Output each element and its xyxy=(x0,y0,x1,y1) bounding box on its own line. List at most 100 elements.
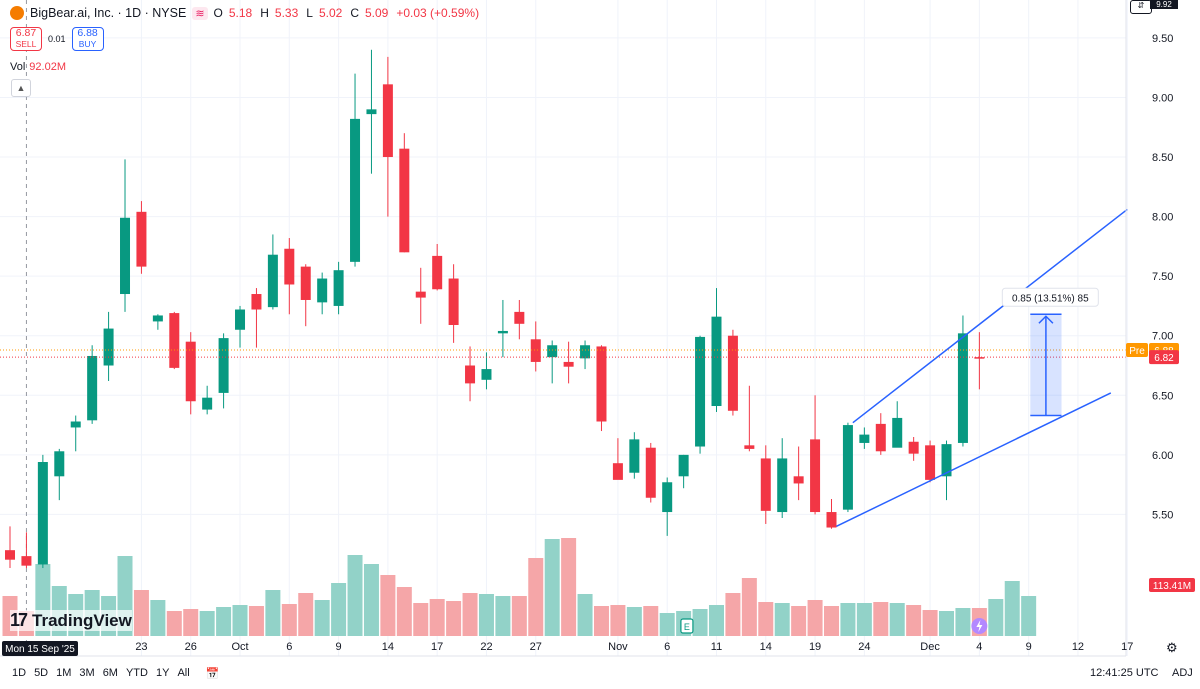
candle-body xyxy=(235,309,246,330)
timeframe-1d[interactable]: 1D xyxy=(12,667,27,679)
time-tick-label: 12 xyxy=(1072,641,1084,653)
volume-bar xyxy=(626,607,642,636)
volume-bar xyxy=(413,603,429,636)
volume-readout-badge: 113.41M xyxy=(1149,578,1195,592)
volume-bar xyxy=(462,593,478,636)
sell-label: SELL xyxy=(15,39,37,49)
earnings-icon-text: E xyxy=(684,622,690,632)
candle-body xyxy=(596,346,607,422)
symbol-title[interactable]: BigBear.ai, Inc. · 1D · NYSE xyxy=(30,6,187,20)
timeframe-6m[interactable]: 6M xyxy=(102,667,118,679)
candle-body xyxy=(317,278,328,303)
tradingview-logo[interactable]: 17 TradingView xyxy=(10,610,132,631)
price-range-tool: 0.85 (13.51%) 85 xyxy=(1001,287,1099,417)
volume-bar xyxy=(232,605,248,636)
time-tick-label: 26 xyxy=(185,641,197,653)
volume-bar xyxy=(511,596,527,636)
timeframe-5d[interactable]: 5D xyxy=(34,667,49,679)
low-label: L xyxy=(306,6,313,20)
candle-body xyxy=(202,397,213,410)
volume-bar xyxy=(692,609,708,636)
pre-label-badge-bg xyxy=(1126,343,1148,358)
candle-body xyxy=(793,476,804,484)
candle-body xyxy=(218,338,229,393)
chevron-up-icon[interactable]: ▲ xyxy=(11,79,31,97)
volume-bar xyxy=(856,603,872,636)
spread-value: 0.01 xyxy=(48,34,66,44)
close-label: C xyxy=(350,6,359,20)
timeframe-1y[interactable]: 1Y xyxy=(155,667,170,679)
timeframe-ytd[interactable]: YTD xyxy=(125,667,148,679)
last-price-badge-text: 6.82 xyxy=(1154,353,1174,364)
candle-body xyxy=(382,84,393,158)
market-status-icon[interactable]: ≋ xyxy=(192,6,208,20)
symbol-header: BigBear.ai, Inc. · 1D · NYSE ≋ O 5.18 H 5.… xyxy=(10,6,481,20)
candle-body xyxy=(695,336,706,447)
candle-body xyxy=(925,445,936,480)
last-price-badge: 6.82 xyxy=(1149,350,1179,365)
candle-body xyxy=(941,444,952,477)
candle-body xyxy=(251,294,262,310)
volume-bar xyxy=(544,539,560,636)
volume-bar xyxy=(774,603,790,636)
range-label: 0.85 (13.51%) 85 xyxy=(1012,293,1089,304)
candle-body xyxy=(333,270,344,306)
sell-button[interactable]: 6.87 SELL xyxy=(10,27,42,51)
crosshair-date-bg xyxy=(2,641,78,656)
volume-bar xyxy=(939,611,955,636)
candle-body xyxy=(974,357,985,359)
candle-body xyxy=(432,255,443,290)
price-tick-label: 8.50 xyxy=(1152,152,1173,164)
time-tick-label: 11 xyxy=(711,641,722,653)
candle-body xyxy=(530,339,541,362)
buy-button[interactable]: 6.88 BUY xyxy=(71,27,104,51)
volume-bar xyxy=(446,601,462,636)
high-label: H xyxy=(260,6,269,20)
volume-bar xyxy=(478,594,494,636)
time-tick-label: 22 xyxy=(480,641,492,653)
buy-label: BUY xyxy=(78,39,97,49)
candle-body xyxy=(580,345,591,359)
candle-body xyxy=(152,315,163,322)
price-tick-label: 7.00 xyxy=(1152,331,1173,343)
volume-bar xyxy=(659,613,675,636)
price-tick-label: 6.50 xyxy=(1152,390,1173,402)
symbol-logo-icon xyxy=(10,6,24,20)
volume-bar xyxy=(807,600,823,636)
candle-body xyxy=(629,439,640,473)
volume-bar xyxy=(840,603,856,636)
volume-bar xyxy=(133,590,149,636)
volume-bar xyxy=(561,538,577,636)
candle-body xyxy=(859,434,870,443)
volume-bar xyxy=(988,599,1004,636)
pre-label-badge-text: Pre xyxy=(1129,346,1145,357)
volume-bar xyxy=(331,583,347,636)
gear-icon[interactable]: ⚙ xyxy=(1166,640,1178,655)
timeframe-3m[interactable]: 3M xyxy=(79,667,95,679)
volume-readout-badge-bg xyxy=(1149,578,1195,592)
volume-bar xyxy=(741,578,757,636)
crosshair-date-badge: Mon 15 Sep '25 xyxy=(2,641,78,656)
volume-bar xyxy=(495,596,511,636)
change-value: +0.03 (+0.59%) xyxy=(396,6,480,20)
candle-body xyxy=(366,109,377,115)
volume-bar xyxy=(1004,581,1020,636)
volume-readout-badge-text: 113.41M xyxy=(1153,581,1191,592)
candle-body xyxy=(711,316,722,407)
volume-bar xyxy=(725,593,741,636)
volume-bar xyxy=(758,602,774,636)
timeframe-1m[interactable]: 1M xyxy=(56,667,72,679)
volume-bar xyxy=(380,575,396,636)
utc-clock[interactable]: 12:41:25 UTC xyxy=(1090,667,1159,679)
scale-toggle-button[interactable]: ⇵ xyxy=(1130,0,1152,14)
timeframe-all[interactable]: All xyxy=(177,667,190,679)
top-price-badge: 9.92 xyxy=(1150,0,1178,9)
volume-bar xyxy=(824,606,839,636)
candle-body xyxy=(514,311,525,324)
crosshair-date-text: Mon 15 Sep '25 xyxy=(5,644,75,655)
adj-toggle[interactable]: ADJ xyxy=(1172,667,1193,679)
time-axis: 23 26 Oct 6 9 14 17 22 27 Nov 6 11 14 19 24 Dec 4 9 12 17 Mo… xyxy=(0,641,1133,657)
calendar-icon[interactable]: 📅 xyxy=(205,668,220,680)
candle-body xyxy=(481,369,492,380)
